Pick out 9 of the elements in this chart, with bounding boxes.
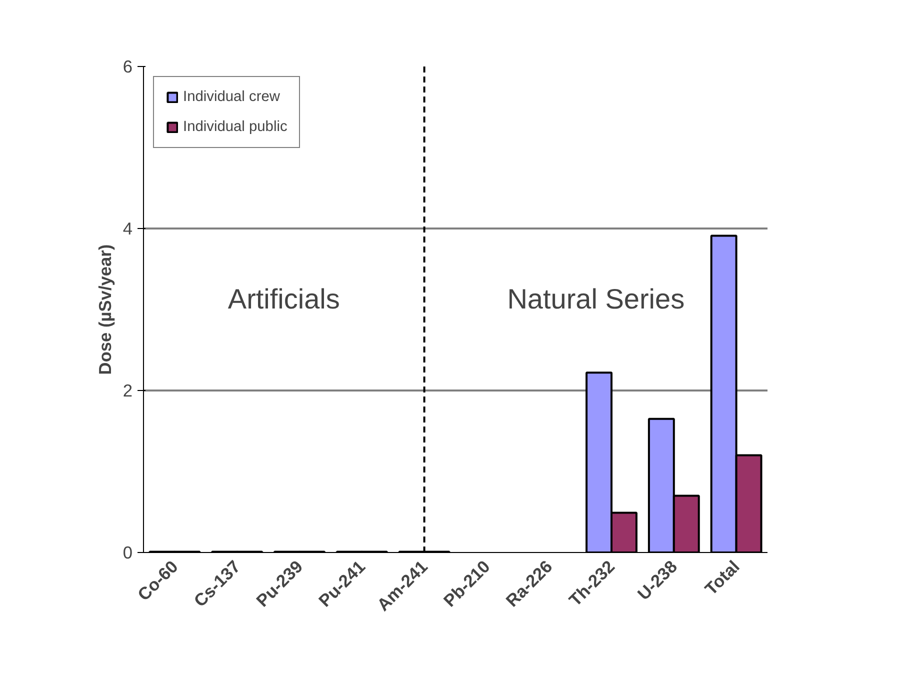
annotation: Artificials [228,283,340,314]
y-tick-label: 2 [122,380,133,400]
y-tick-label: 6 [122,56,133,76]
legend-label: Individual crew [183,89,280,105]
legend-label: Individual public [183,119,288,135]
y-tick-label: 4 [122,218,133,238]
y-tick-label: 0 [122,542,133,562]
y-axis-title: Dose (µSv/year) [94,244,115,375]
annotation: Natural Series [507,283,685,314]
